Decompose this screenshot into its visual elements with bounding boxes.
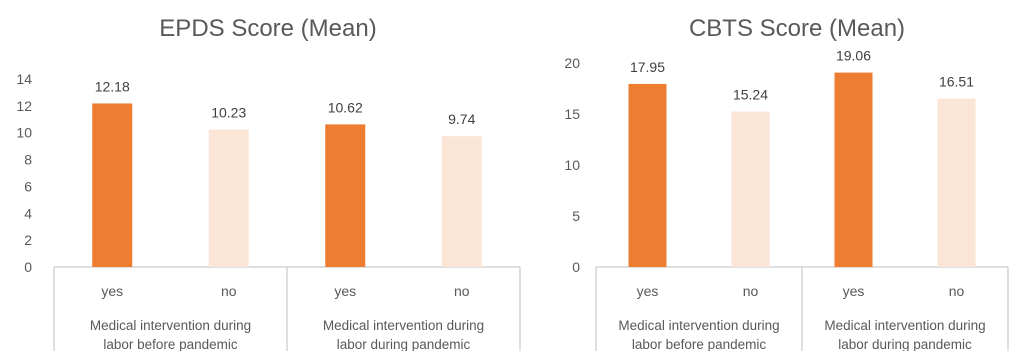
epds-chart: EPDS Score (Mean) 0 2 4 6 8 10 12 14 12.18 yes 10.2… [16, 15, 521, 351]
group-label-line: labor during pandemic [838, 337, 972, 351]
category-label: yes [637, 283, 659, 299]
group-label-line: Medical intervention during [90, 318, 251, 333]
bar-yes [628, 83, 667, 267]
bar-yes [834, 72, 873, 267]
y-tick-label: 5 [572, 208, 580, 224]
y-tick-label: 15 [564, 106, 580, 122]
data-label: 16.51 [939, 74, 974, 90]
y-tick-label: 14 [16, 71, 32, 87]
y-tick-label: 8 [24, 152, 32, 168]
data-label: 10.62 [328, 99, 363, 115]
group-label-line: labor before pandemic [632, 337, 767, 351]
category-label: no [454, 283, 470, 299]
bar-no [208, 129, 249, 267]
data-label: 9.74 [448, 111, 475, 127]
group-label-line: Medical intervention during [323, 318, 484, 333]
chart-title: EPDS Score (Mean) [159, 15, 376, 42]
data-label: 10.23 [211, 105, 246, 121]
group-label-line: Medical intervention during [824, 318, 985, 333]
bar-no [937, 98, 976, 268]
category-label: no [221, 283, 237, 299]
group-label-line: labor before pandemic [103, 337, 238, 351]
chart-title: CBTS Score (Mean) [689, 15, 905, 42]
y-tick-label: 10 [564, 157, 580, 173]
bar-yes [92, 103, 133, 267]
y-tick-label: 0 [572, 259, 580, 275]
group-label-line: Medical intervention during [618, 318, 779, 333]
category-label: yes [843, 283, 865, 299]
bar-no [731, 111, 770, 267]
category-label: no [949, 283, 965, 299]
category-label: no [743, 283, 759, 299]
cbts-chart: CBTS Score (Mean) 0 5 10 15 20 17.95 yes 15.24 no… [564, 15, 1009, 351]
y-tick-label: 6 [24, 178, 32, 194]
y-tick-label: 0 [24, 259, 32, 275]
y-tick-label: 4 [24, 205, 32, 221]
data-label: 19.06 [836, 48, 871, 64]
y-tick-label: 2 [24, 232, 32, 248]
data-label: 12.18 [95, 78, 130, 94]
y-tick-label: 20 [564, 55, 580, 71]
bar-no [441, 136, 482, 267]
y-tick-label: 10 [16, 125, 32, 141]
data-label: 17.95 [630, 59, 665, 75]
data-label: 15.24 [733, 87, 768, 103]
y-tick-label: 12 [16, 98, 32, 114]
group-label-line: labor during pandemic [337, 337, 471, 351]
category-label: yes [334, 283, 356, 299]
bar-yes [325, 124, 366, 267]
category-label: yes [101, 283, 123, 299]
